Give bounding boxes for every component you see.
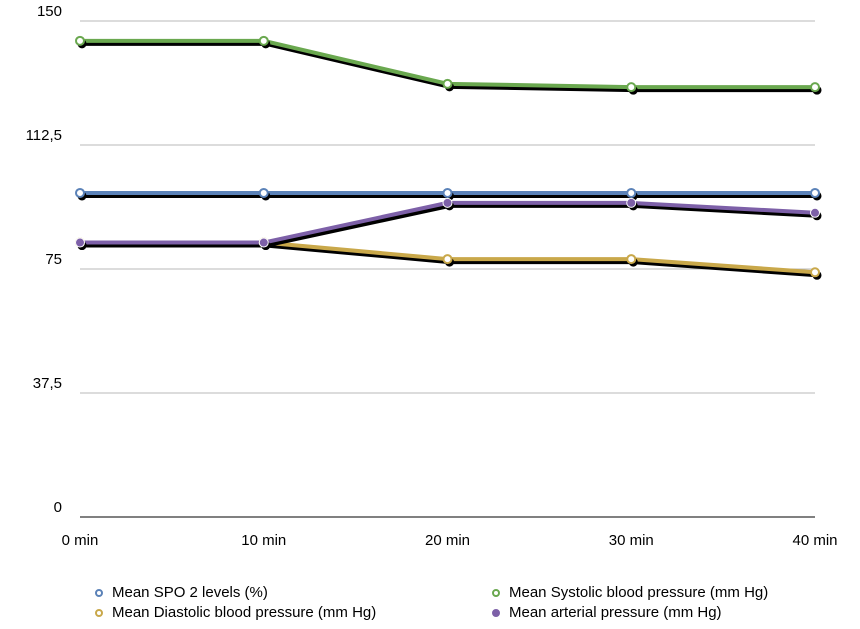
legend-item-systolic: Mean Systolic blood pressure (mm Hg) [492,584,768,601]
line-chart: 0 37,5 75 112,5 150 0 min 10 min 20 min 30 min 40… [26,3,838,549]
data-point [810,187,820,198]
series-shadow [82,203,818,248]
legend-label-arterial: Mean arterial pressure (mm Hg) [509,604,722,621]
x-tick-label: 30 min [609,532,654,549]
data-point [626,187,637,198]
x-tick-label: 20 min [425,532,470,549]
data-point [75,237,85,248]
data-point [810,207,820,218]
legend-marker-spo2 [95,588,103,597]
x-tick-label: 40 min [792,532,837,549]
legend-marker-arterial [492,608,500,617]
legend-label-spo2: Mean SPO 2 levels (%) [112,584,268,601]
data-point [442,187,453,198]
data-point [258,35,269,46]
data-point [626,82,637,93]
legend-marker-systolic [492,588,500,597]
data-point [442,254,453,265]
y-tick-label: 0 [54,499,62,516]
legend-item-spo2: Mean SPO 2 levels (%) [95,584,268,601]
data-point [258,237,269,248]
legend-label-systolic: Mean Systolic blood pressure (mm Hg) [509,584,769,601]
data-point [810,267,820,278]
data-point [75,35,85,46]
data-point [810,82,820,93]
data-point [258,187,269,198]
y-tick-label: 112,5 [26,127,62,144]
y-tick-label: 150 [37,3,62,20]
legend-item-arterial: Mean arterial pressure (mm Hg) [492,604,722,621]
data-point [626,197,637,208]
legend-label-diastolic: Mean Diastolic blood pressure (mm Hg) [112,604,377,621]
legend-item-diastolic: Mean Diastolic blood pressure (mm Hg) [95,604,376,621]
y-tick-label: 75 [45,251,62,268]
data-point [75,187,85,198]
x-tick-label: 10 min [241,532,286,549]
data-point [442,78,453,89]
legend-marker-diastolic [95,608,103,617]
data-point [626,254,637,265]
y-tick-label: 37,5 [33,375,62,392]
data-point [442,197,453,208]
x-tick-label: 0 min [62,532,99,549]
